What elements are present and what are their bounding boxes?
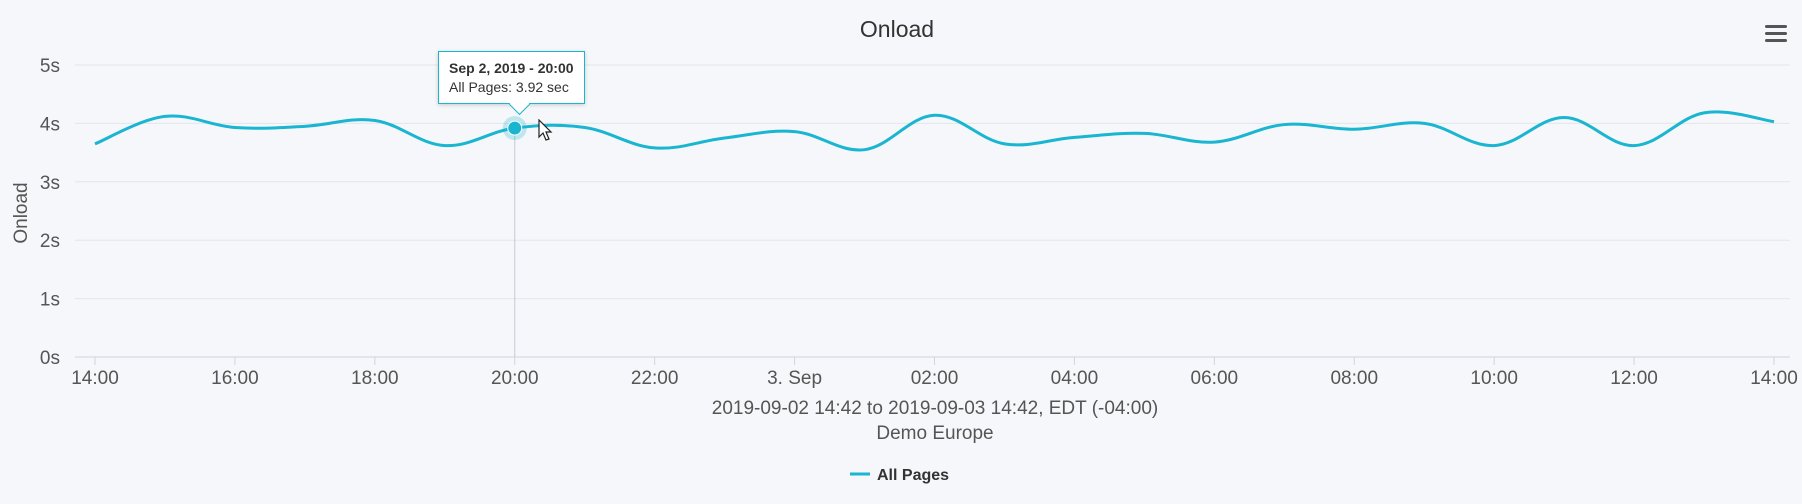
x-tick-label: 14:00 [71,368,119,389]
x-tick-label: 10:00 [1470,368,1518,389]
data-tooltip: Sep 2, 2019 - 20:00 All Pages: 3.92 sec [438,51,585,116]
y-tick-label: 1s [40,290,60,311]
x-tick-label: 08:00 [1330,368,1378,389]
legend-label: All Pages [877,467,949,484]
x-tick-label: 3. Sep [767,368,822,389]
tooltip-title: Sep 2, 2019 - 20:00 [449,60,574,76]
mouse-cursor-icon [538,119,553,141]
y-axis-label: Onload [11,182,32,243]
y-tick-label: 2s [40,231,60,252]
y-tick-label: 3s [40,173,60,194]
x-tick-label: 04:00 [1051,368,1099,389]
y-tick-label: 5s [40,56,60,77]
tooltip-body: All Pages: 3.92 sec [449,79,569,95]
legend-item-all-pages[interactable]: All Pages [850,467,949,484]
hamburger-menu-icon[interactable] [1765,25,1787,42]
series-line-all-pages[interactable] [94,110,1775,152]
hover-point-marker[interactable] [502,116,527,141]
y-tick-label: 4s [40,114,60,135]
x-tick-label: 20:00 [491,368,539,389]
x-tick-label: 16:00 [211,368,259,389]
y-tick-label: 0s [40,348,60,369]
x-tick-label: 12:00 [1610,368,1658,389]
y-axis-ticks: 0s 1s 2s 3s 4s 5s [40,56,60,369]
x-tick-label: 06:00 [1191,368,1239,389]
x-tick-label: 22:00 [631,368,679,389]
x-tick-label: 02:00 [911,368,959,389]
chart-subtitle-date-range: 2019-09-02 14:42 to 2019-09-03 14:42, ED… [712,398,1158,419]
x-tick-label: 18:00 [351,368,399,389]
x-tick-label: 14:00 [1750,368,1798,389]
chart-subtitle-location: Demo Europe [876,423,993,444]
grid-lines [75,64,1790,300]
chart-title: Onload [860,16,934,42]
x-axis-ticks: 14:00 16:00 18:00 20:00 22:00 3. Sep 02:00 04:0… [71,357,1798,389]
